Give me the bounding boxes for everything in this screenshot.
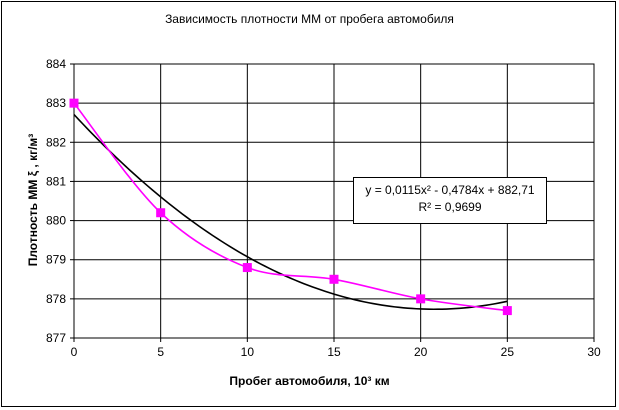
series-line <box>73 102 508 312</box>
data-point <box>242 263 252 273</box>
x-tick-label: 5 <box>157 345 164 359</box>
x-tick-label: 30 <box>587 345 601 359</box>
x-tick-label: 25 <box>501 345 515 359</box>
data-point <box>329 274 339 284</box>
trendline-r2: R² = 0,9699 <box>418 200 482 214</box>
trendline-equation: y = 0,0115x² - 0,4784x + 882,71 <box>365 183 535 197</box>
x-tick-label: 10 <box>241 345 255 359</box>
data-point <box>416 294 426 304</box>
x-tick-label: 20 <box>414 345 428 359</box>
y-tick-label: 879 <box>46 253 66 267</box>
x-axis-label: Пробег автомобиля, 10³ км <box>229 374 390 388</box>
y-tick-label: 877 <box>46 331 66 345</box>
y-tick-label: 878 <box>46 292 66 306</box>
data-point <box>69 98 79 108</box>
y-axis-label: Плотность ММ ξ , кг/м³ <box>26 133 40 267</box>
y-tick-label: 880 <box>46 214 66 228</box>
x-tick-label: 0 <box>71 345 78 359</box>
y-tick-label: 882 <box>46 135 66 149</box>
y-tick-label: 884 <box>46 57 66 71</box>
chart-title: Зависимость плотности ММ от пробега авто… <box>165 12 454 26</box>
x-tick-label: 15 <box>327 345 341 359</box>
trendline-annotation: y = 0,0115x² - 0,4784x + 882,71 R² = 0,9… <box>353 177 547 224</box>
y-tick-label: 881 <box>46 174 66 188</box>
y-tick-label: 883 <box>46 96 66 110</box>
data-point <box>156 208 166 218</box>
data-point <box>502 306 512 316</box>
trendline <box>73 113 508 311</box>
